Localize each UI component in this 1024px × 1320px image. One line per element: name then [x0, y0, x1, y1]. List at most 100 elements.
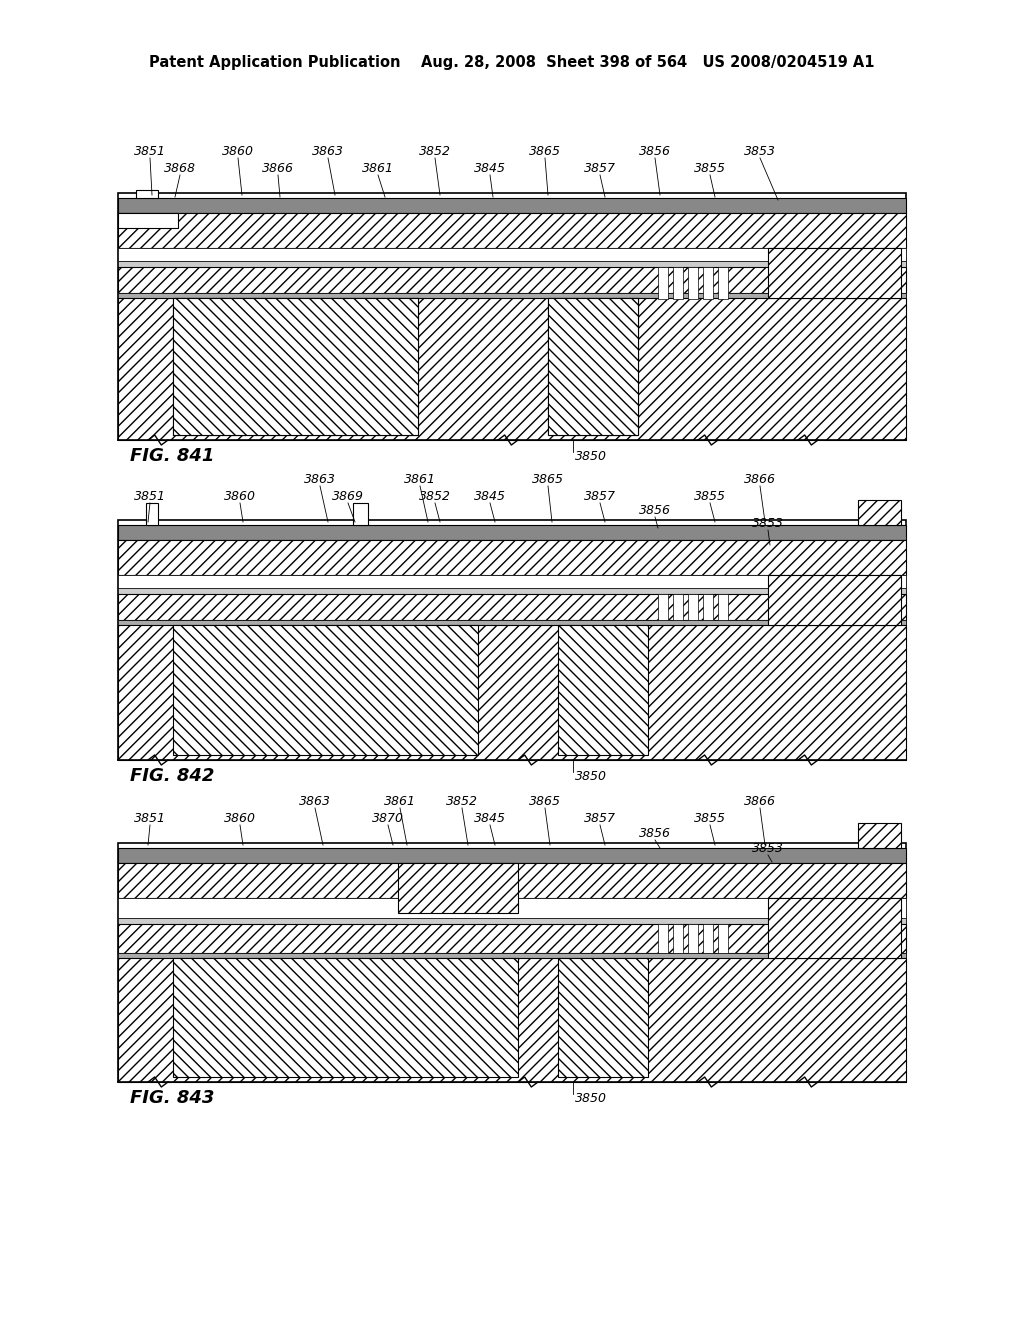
- Bar: [118, 587, 906, 594]
- Bar: [118, 520, 906, 760]
- Text: 3856: 3856: [639, 504, 671, 517]
- Bar: [558, 958, 648, 1077]
- Bar: [658, 924, 668, 953]
- Text: 3853: 3853: [752, 842, 784, 855]
- Bar: [146, 503, 158, 525]
- Text: 3861: 3861: [362, 162, 394, 176]
- Bar: [398, 863, 518, 913]
- Text: 3853: 3853: [752, 517, 784, 531]
- Bar: [718, 594, 728, 620]
- Text: 3856: 3856: [639, 828, 671, 840]
- Text: 3852: 3852: [419, 490, 451, 503]
- Bar: [118, 213, 178, 228]
- Text: 3869: 3869: [332, 490, 364, 503]
- Bar: [353, 503, 368, 525]
- Bar: [673, 267, 683, 300]
- Text: 3845: 3845: [474, 490, 506, 503]
- Bar: [118, 248, 906, 261]
- Bar: [703, 594, 713, 620]
- Bar: [173, 958, 518, 1077]
- Text: 3851: 3851: [134, 145, 166, 158]
- Text: FIG. 841: FIG. 841: [130, 447, 214, 465]
- Bar: [118, 953, 906, 958]
- Bar: [118, 924, 906, 953]
- Text: 3857: 3857: [584, 162, 616, 176]
- Bar: [118, 847, 906, 863]
- Bar: [703, 924, 713, 953]
- Text: 3865: 3865: [532, 473, 564, 486]
- Text: 3861: 3861: [384, 795, 416, 808]
- Text: 3860: 3860: [222, 145, 254, 158]
- Text: 3850: 3850: [575, 770, 607, 783]
- Bar: [548, 298, 638, 436]
- Bar: [118, 540, 906, 576]
- Bar: [703, 267, 713, 300]
- Text: 3851: 3851: [134, 812, 166, 825]
- Bar: [173, 298, 418, 436]
- Text: 3845: 3845: [474, 812, 506, 825]
- Bar: [118, 198, 906, 213]
- Bar: [118, 958, 906, 1082]
- Text: 3850: 3850: [575, 1092, 607, 1105]
- Bar: [118, 620, 906, 624]
- Bar: [118, 267, 906, 293]
- Text: 3860: 3860: [224, 812, 256, 825]
- Text: 3865: 3865: [529, 795, 561, 808]
- Text: 3857: 3857: [584, 812, 616, 825]
- Bar: [688, 924, 698, 953]
- Bar: [718, 924, 728, 953]
- Text: FIG. 842: FIG. 842: [130, 767, 214, 785]
- Bar: [136, 190, 158, 198]
- Bar: [688, 267, 698, 300]
- Text: 3866: 3866: [262, 162, 294, 176]
- Bar: [118, 917, 906, 924]
- Bar: [118, 298, 906, 440]
- Text: FIG. 843: FIG. 843: [130, 1089, 214, 1107]
- Text: 3850: 3850: [575, 450, 607, 462]
- Bar: [173, 624, 478, 755]
- Text: 3856: 3856: [639, 145, 671, 158]
- Text: 3865: 3865: [529, 145, 561, 158]
- Bar: [118, 213, 906, 248]
- Bar: [118, 193, 906, 440]
- Bar: [118, 293, 906, 298]
- Text: 3870: 3870: [372, 812, 404, 825]
- Bar: [858, 822, 901, 847]
- Text: 3855: 3855: [694, 490, 726, 503]
- Bar: [858, 500, 901, 525]
- Text: 3857: 3857: [584, 490, 616, 503]
- Text: 3855: 3855: [694, 162, 726, 176]
- Bar: [118, 261, 906, 267]
- Text: 3855: 3855: [694, 812, 726, 825]
- Bar: [173, 298, 418, 436]
- Text: 3853: 3853: [744, 145, 776, 158]
- Bar: [548, 298, 638, 436]
- Bar: [768, 898, 901, 958]
- Bar: [658, 594, 668, 620]
- Bar: [558, 624, 648, 755]
- Text: 3863: 3863: [304, 473, 336, 486]
- Bar: [768, 576, 901, 624]
- Bar: [658, 267, 668, 300]
- Text: 3852: 3852: [446, 795, 478, 808]
- Bar: [118, 843, 906, 1082]
- Text: 3866: 3866: [744, 795, 776, 808]
- Bar: [118, 898, 906, 917]
- Text: 3852: 3852: [419, 145, 451, 158]
- Text: 3845: 3845: [474, 162, 506, 176]
- Bar: [118, 576, 906, 587]
- Text: 3863: 3863: [299, 795, 331, 808]
- Text: 3863: 3863: [312, 145, 344, 158]
- Bar: [768, 248, 901, 298]
- Bar: [118, 525, 906, 540]
- Text: Patent Application Publication    Aug. 28, 2008  Sheet 398 of 564   US 2008/0204: Patent Application Publication Aug. 28, …: [150, 54, 874, 70]
- Text: 3860: 3860: [224, 490, 256, 503]
- Text: 3851: 3851: [134, 490, 166, 503]
- Bar: [688, 594, 698, 620]
- Bar: [118, 863, 906, 898]
- Bar: [673, 924, 683, 953]
- Text: 3866: 3866: [744, 473, 776, 486]
- Bar: [118, 594, 906, 620]
- Text: 3868: 3868: [164, 162, 196, 176]
- Bar: [673, 594, 683, 620]
